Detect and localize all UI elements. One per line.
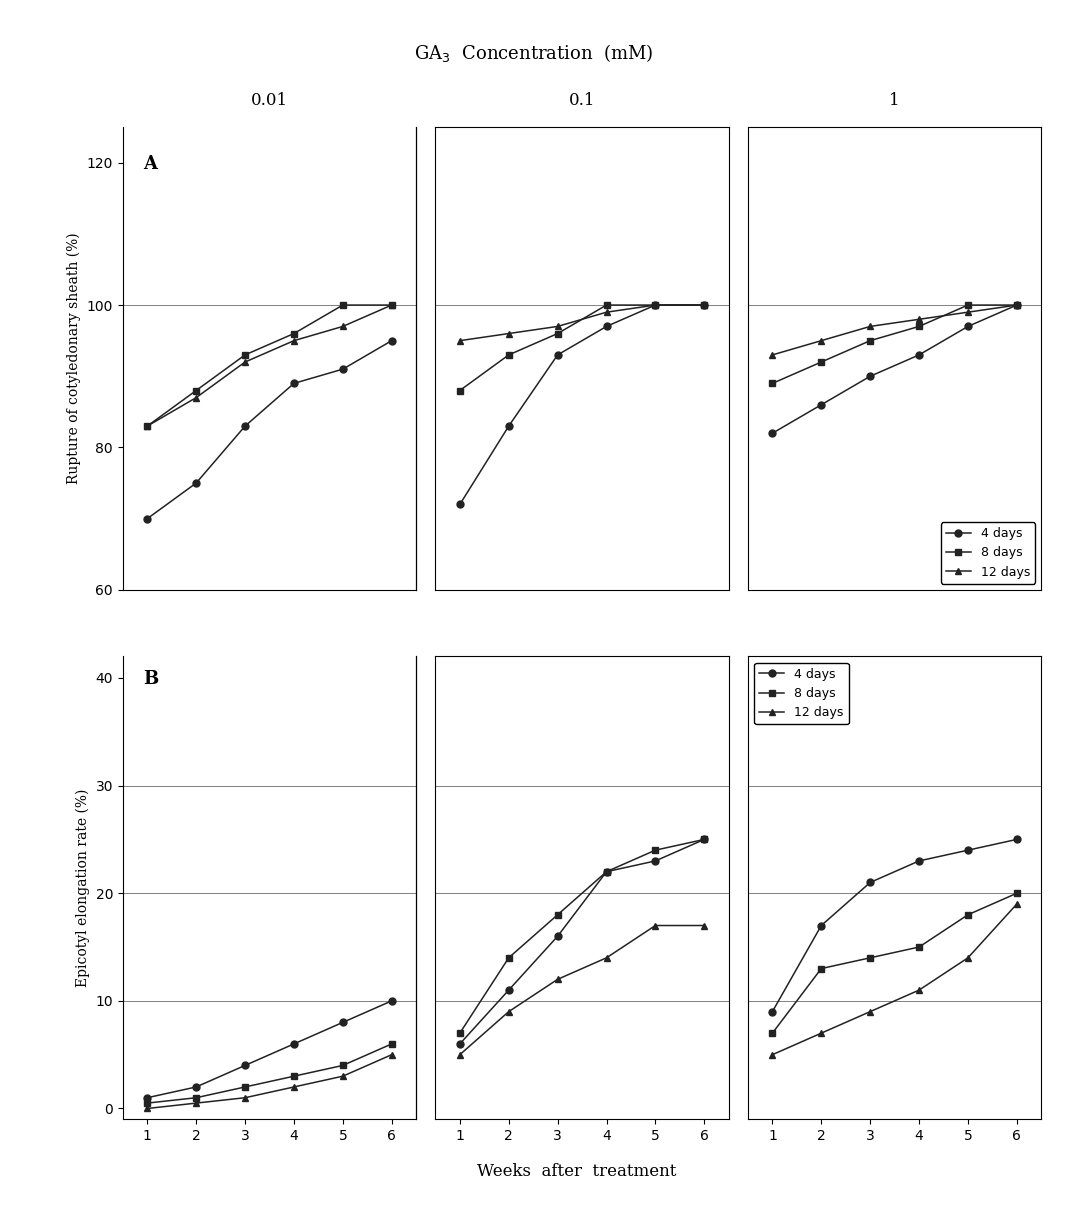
Y-axis label: Epicotyl elongation rate (%): Epicotyl elongation rate (%) (76, 789, 90, 987)
Text: 1: 1 (890, 92, 900, 109)
Text: 0.1: 0.1 (569, 92, 595, 109)
Text: B: B (143, 670, 159, 688)
Text: Weeks  after  treatment: Weeks after treatment (477, 1163, 676, 1180)
Text: GA$_3$  Concentration  (mM): GA$_3$ Concentration (mM) (414, 42, 654, 64)
Text: 0.01: 0.01 (251, 92, 288, 109)
Text: A: A (143, 155, 157, 173)
Legend: 4 days, 8 days, 12 days: 4 days, 8 days, 12 days (754, 663, 849, 724)
Legend: 4 days, 8 days, 12 days: 4 days, 8 days, 12 days (941, 523, 1035, 583)
Y-axis label: Rupture of cotyledonary sheath (%): Rupture of cotyledonary sheath (%) (67, 232, 81, 484)
